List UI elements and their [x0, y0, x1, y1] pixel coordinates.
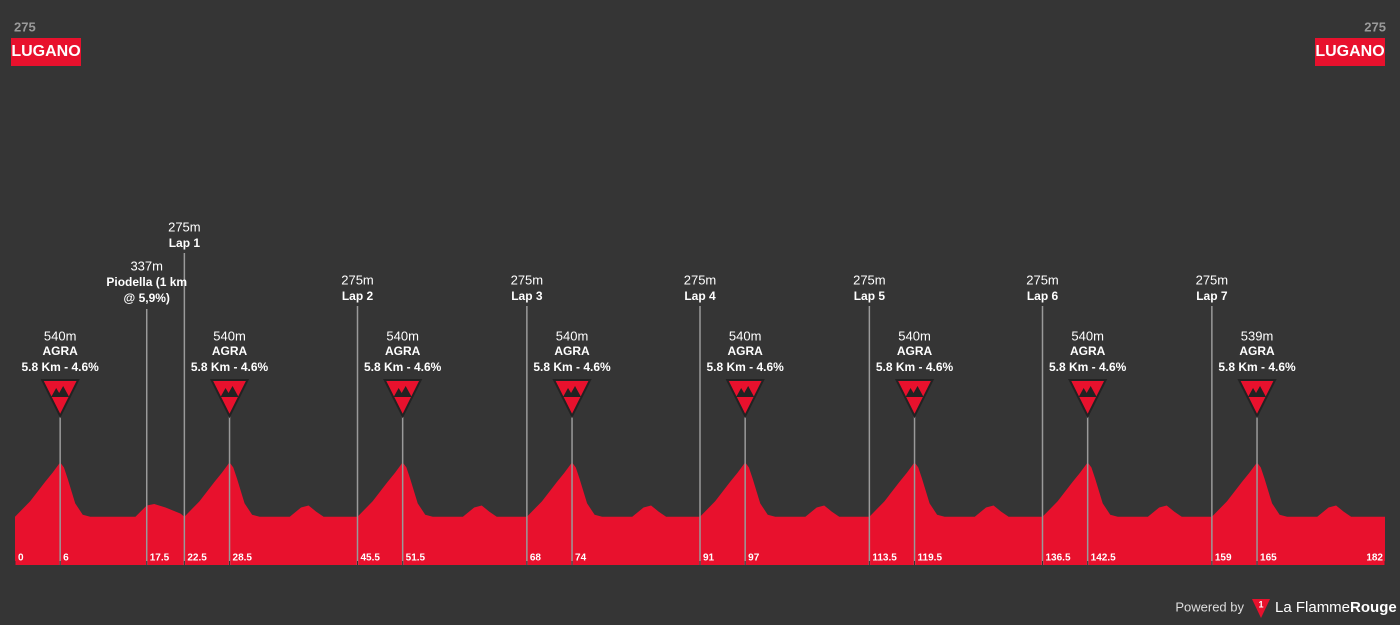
lap-elevation: 275m — [341, 272, 374, 287]
climb-elevation: 540m — [386, 328, 419, 343]
climb-icon — [1248, 386, 1267, 397]
brand-regular: La Flamme — [1275, 599, 1350, 616]
climb-elevation: 540m — [1071, 328, 1104, 343]
brand: La FlammeRouge — [1275, 599, 1397, 616]
climb-elevation: 540m — [898, 328, 931, 343]
finish-badge — [1315, 38, 1385, 66]
climb-icon — [563, 386, 582, 397]
climb-marker — [383, 379, 423, 419]
sprint-label: Piodella (1 km — [106, 275, 187, 289]
climb-name: AGRA — [1239, 344, 1275, 358]
climb-name: AGRA — [212, 344, 248, 358]
climb-icon — [736, 386, 755, 397]
climb-name: AGRA — [385, 344, 421, 358]
lap-elevation: 275m — [853, 272, 886, 287]
x-tick-label: 17.5 — [150, 553, 170, 564]
climb-marker — [209, 379, 250, 419]
x-tick-label: 182 — [1366, 553, 1383, 564]
climb-marker — [40, 379, 80, 419]
climb-icon — [393, 386, 412, 397]
climb-marker — [1237, 379, 1277, 419]
climb-marker — [552, 379, 592, 419]
powered-by: Powered by — [1175, 599, 1244, 614]
lap-label: Lap 6 — [1027, 289, 1059, 303]
sprint-label: @ 5,9%) — [124, 291, 170, 305]
logo-icon — [1252, 599, 1270, 618]
x-tick-label: 28.5 — [233, 553, 253, 564]
climb-icon — [51, 386, 70, 397]
start-badge — [11, 38, 81, 66]
lap-elevation: 275m — [511, 272, 544, 287]
lap-label: Lap 7 — [1196, 289, 1228, 303]
x-tick-label: 165 — [1260, 553, 1277, 564]
x-tick-label: 113.5 — [872, 553, 897, 564]
climb-elevation: 539m — [1241, 328, 1274, 343]
climb-detail: 5.8 Km - 4.6% — [364, 360, 442, 374]
finish-elevation: 275 — [1364, 19, 1386, 34]
climb-marker — [894, 379, 935, 419]
x-tick-label: 22.5 — [187, 553, 207, 564]
climb-marker — [725, 379, 765, 419]
finish-name: LUGANO — [1315, 43, 1384, 60]
climb-detail: 5.8 Km - 4.6% — [191, 360, 269, 374]
climb-elevation: 540m — [44, 328, 77, 343]
climb-detail: 5.8 Km - 4.6% — [706, 360, 784, 374]
lap-label: Lap 4 — [684, 289, 716, 303]
lap-elevation: 275m — [168, 219, 201, 234]
x-tick-label: 91 — [703, 553, 715, 564]
x-tick-label: 159 — [1215, 553, 1232, 564]
x-tick-label: 68 — [530, 553, 542, 564]
lap-label: Lap 5 — [854, 289, 886, 303]
climb-elevation: 540m — [556, 328, 589, 343]
climb-detail: 5.8 Km - 4.6% — [533, 360, 611, 374]
climb-icon — [905, 386, 924, 397]
start-elevation: 275 — [14, 19, 36, 34]
lap-elevation: 275m — [1026, 272, 1059, 287]
x-tick-label: 119.5 — [918, 553, 943, 564]
climb-name: AGRA — [897, 344, 933, 358]
x-tick-label: 97 — [748, 553, 760, 564]
climb-icon — [1078, 386, 1097, 397]
logo-number: 1 — [1258, 599, 1263, 609]
climb-name: AGRA — [727, 344, 763, 358]
climb-detail: 5.8 Km - 4.6% — [1049, 360, 1127, 374]
start-name: LUGANO — [11, 43, 80, 60]
x-tick-label: 136.5 — [1046, 553, 1071, 564]
climb-elevation: 540m — [213, 328, 246, 343]
climb-marker — [1068, 379, 1108, 419]
x-tick-label: 142.5 — [1091, 553, 1116, 564]
climb-elevation: 540m — [729, 328, 762, 343]
x-tick-label: 74 — [575, 553, 587, 564]
climb-name: AGRA — [554, 344, 590, 358]
lap-label: Lap 1 — [169, 236, 201, 250]
lap-elevation: 275m — [1196, 272, 1229, 287]
climb-detail: 5.8 Km - 4.6% — [876, 360, 954, 374]
x-tick-label: 0 — [18, 553, 24, 564]
x-tick-label: 51.5 — [406, 553, 426, 564]
climb-icon — [220, 386, 239, 397]
x-tick-label: 45.5 — [361, 553, 381, 564]
climb-detail: 5.8 Km - 4.6% — [21, 360, 99, 374]
lap-label: Lap 2 — [342, 289, 374, 303]
climb-detail: 5.8 Km - 4.6% — [1218, 360, 1296, 374]
brand-bold: Rouge — [1350, 599, 1397, 616]
sprint-elevation: 337m — [130, 258, 163, 273]
lap-elevation: 275m — [684, 272, 717, 287]
lap-label: Lap 3 — [511, 289, 543, 303]
climb-name: AGRA — [42, 344, 78, 358]
x-tick-label: 6 — [63, 553, 69, 564]
climb-name: AGRA — [1070, 344, 1106, 358]
